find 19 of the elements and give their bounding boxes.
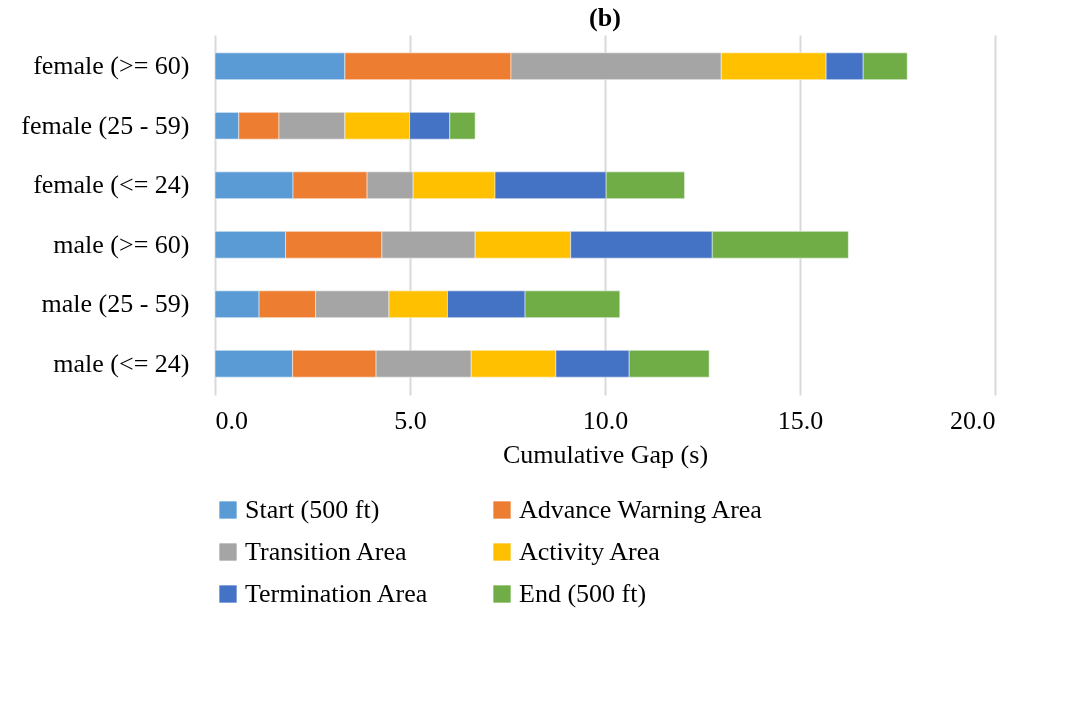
legend-label: Transition Area — [245, 537, 407, 566]
x-tick-label: 0.0 — [215, 405, 248, 435]
legend-label: Advance Warning Area — [519, 495, 763, 524]
legend-label: Termination Area — [245, 579, 428, 608]
x-axis-title: Cumulative Gap (s) — [502, 439, 709, 469]
chart-title: (b) — [589, 3, 621, 32]
x-tick-label: 20.0 — [950, 405, 996, 435]
x-tick-label: 10.0 — [582, 405, 629, 435]
legend-label: Start (500 ft) — [245, 495, 380, 524]
legend-label: End (500 ft) — [519, 579, 647, 608]
y-tick-label: male (<= 24) — [53, 348, 190, 378]
x-tick-label: 15.0 — [777, 405, 824, 435]
y-tick-label: female (<= 24) — [33, 170, 190, 200]
y-tick-label: female (25 - 59) — [21, 110, 190, 140]
y-tick-label: male (25 - 59) — [41, 289, 190, 319]
x-tick-label: 5.0 — [394, 405, 427, 435]
y-tick-label: male (>= 60) — [53, 229, 190, 259]
y-tick-label: female (>= 60) — [33, 51, 190, 81]
legend-label: Activity Area — [519, 537, 661, 566]
